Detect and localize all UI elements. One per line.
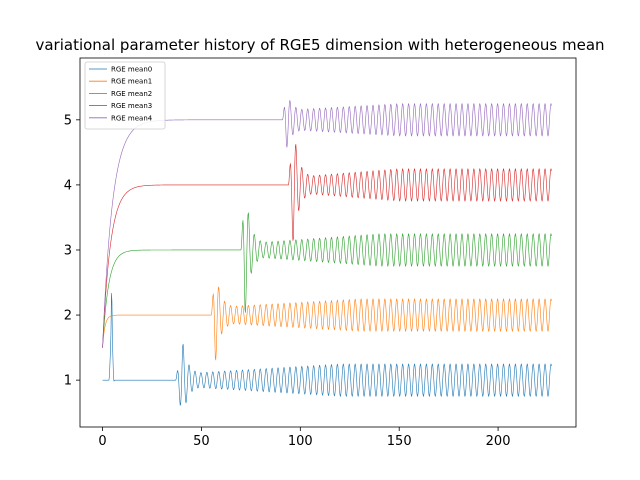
x-tick-label: 150 xyxy=(387,434,412,449)
legend-box xyxy=(84,61,166,130)
y-tick-label: 4 xyxy=(64,178,72,193)
legend-label-1: RGE mean1 xyxy=(111,78,152,86)
y-tick-label: 1 xyxy=(64,374,72,389)
x-tick-label: 0 xyxy=(98,434,106,449)
series-line-0 xyxy=(102,292,552,406)
legend-label-4: RGE mean4 xyxy=(111,114,153,122)
legend-label-3: RGE mean3 xyxy=(111,102,152,110)
legend-label-2: RGE mean2 xyxy=(111,90,152,98)
x-tick-label: 200 xyxy=(486,434,511,449)
y-tick-label: 3 xyxy=(64,243,72,258)
y-tick-label: 5 xyxy=(64,113,72,128)
series-line-4 xyxy=(102,100,552,348)
series-layer xyxy=(102,100,552,406)
plot-frame xyxy=(79,57,577,428)
x-tick-label: 100 xyxy=(288,434,313,449)
series-line-3 xyxy=(102,144,552,348)
legend: RGE mean0 RGE mean1 RGE mean2 RGE mean3 RGE … xyxy=(84,61,166,130)
legend-label-0: RGE mean0 xyxy=(111,66,152,74)
series-line-2 xyxy=(102,212,552,348)
chart-title: variational parameter history of RGE5 di… xyxy=(35,36,604,54)
y-tick-label: 2 xyxy=(64,309,72,324)
axes: 0 50 100 150 200 1 2 3 4 5 xyxy=(64,57,577,449)
x-tick-label: 50 xyxy=(193,434,210,449)
series-line-1 xyxy=(102,286,552,361)
